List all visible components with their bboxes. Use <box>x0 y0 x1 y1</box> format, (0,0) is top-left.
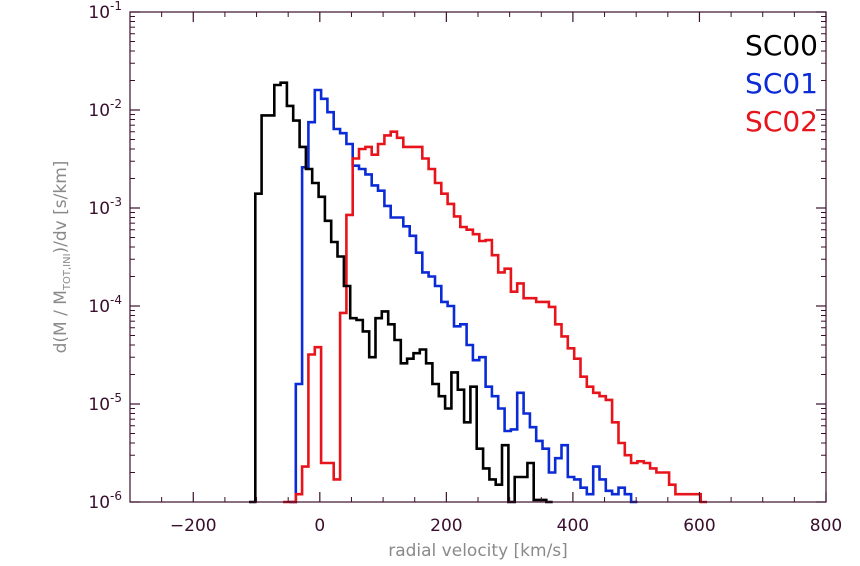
series-sc00-line <box>249 81 553 504</box>
y-tick-label-base: 10 <box>88 199 110 219</box>
series-sc01-line <box>289 88 638 504</box>
x-tick-label: −200 <box>170 516 217 536</box>
y-axis-label: d(M / MTOT,INI)/dv [s/km] <box>51 161 73 354</box>
y-tick-label: 10-2 <box>88 97 122 121</box>
y-tick-label-base: 10 <box>88 297 110 317</box>
legend: SC00 SC01 SC02 <box>745 29 818 138</box>
y-tick-label-exponent: -3 <box>110 195 122 209</box>
legend-entry-sc00: SC00 <box>745 29 818 62</box>
y-tick-label-exponent: -2 <box>110 97 122 111</box>
y-axis-label-tail: )/dv [s/km] <box>51 161 71 254</box>
legend-entry-sc01: SC01 <box>745 67 818 100</box>
x-tick-label: 200 <box>430 516 462 536</box>
y-tick-label: 10-6 <box>88 489 122 513</box>
x-tick-label: 600 <box>683 516 715 536</box>
x-axis-label: radial velocity [km/s] <box>388 541 568 561</box>
y-axis-label-main: d(M / M <box>51 290 71 353</box>
y-tick-label: 10-5 <box>88 391 122 415</box>
legend-entry-sc02: SC02 <box>745 105 818 138</box>
x-tick-label: 800 <box>810 516 842 536</box>
y-tick-label-exponent: -6 <box>110 489 122 503</box>
series-layer <box>249 81 707 504</box>
y-tick-label: 10-3 <box>88 195 122 219</box>
y-tick-label-base: 10 <box>88 493 110 513</box>
series-sc02-line <box>283 130 707 504</box>
y-axis-label-subscript: TOT,INI <box>62 253 73 291</box>
y-tick-label: 10-1 <box>88 0 122 23</box>
x-tick-label: 400 <box>557 516 589 536</box>
ticks-layer <box>129 11 827 503</box>
y-tick-label-base: 10 <box>88 3 110 23</box>
y-tick-label: 10-4 <box>88 293 122 317</box>
tick-labels-layer: −200 0 200 400 600 80010-610-510-410-310-210-… <box>88 0 842 536</box>
x-tick-label: 0 <box>314 516 325 536</box>
y-tick-label-base: 10 <box>88 101 110 121</box>
y-tick-label-exponent: -4 <box>110 293 122 307</box>
y-tick-label-exponent: -1 <box>110 0 122 13</box>
y-tick-label-exponent: -5 <box>110 391 122 405</box>
y-tick-label-base: 10 <box>88 395 110 415</box>
